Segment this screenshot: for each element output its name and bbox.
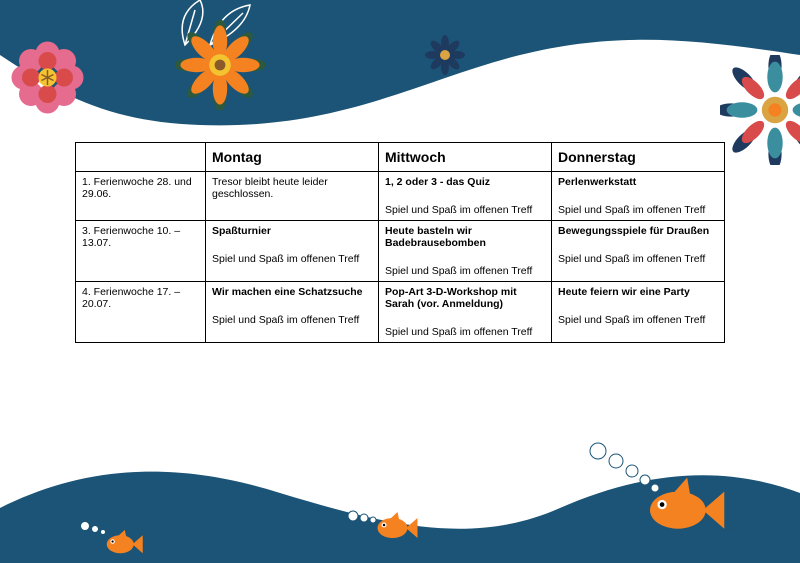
table-body: 1. Ferienwoche 28. und 29.06.Tresor blei… xyxy=(76,172,725,343)
top-wave xyxy=(0,0,800,150)
bubbles-mid-icon xyxy=(335,508,380,528)
row-label: 3. Ferienwoche 10. – 13.07. xyxy=(76,221,206,282)
bubbles-big-icon xyxy=(580,438,670,498)
cell-main: Heute feiern wir eine Party xyxy=(558,286,718,298)
cell-sub: Spiel und Spaß im offenen Treff xyxy=(558,204,718,216)
flower-orange-icon xyxy=(175,20,265,110)
cell-mon: Tresor bleibt heute leider geschlossen. xyxy=(206,172,379,221)
table-row: 4. Ferienwoche 17. – 20.07.Wir machen ei… xyxy=(76,282,725,343)
cell-sub: Spiel und Spaß im offenen Treff xyxy=(385,265,545,277)
header-montag: Montag xyxy=(206,143,379,172)
cell-don: Bewegungsspiele für Draußen Spiel und Spa… xyxy=(552,221,725,282)
cell-sub: Spiel und Spaß im offenen Treff xyxy=(558,253,718,265)
flower-pink-icon xyxy=(10,40,85,115)
flower-big-right-icon xyxy=(720,55,800,165)
cell-mit: 1, 2 oder 3 - das Quiz Spiel und Spaß im … xyxy=(379,172,552,221)
cell-sub: Spiel und Spaß im offenen Treff xyxy=(212,253,372,265)
cell-main: Perlenwerkstatt xyxy=(558,176,718,188)
cell-don: Perlenwerkstatt Spiel und Spaß im offenen… xyxy=(552,172,725,221)
header-donnerstag: Donnerstag xyxy=(552,143,725,172)
flower-small-dark-icon xyxy=(425,35,465,75)
cell-main: Tresor bleibt heute leider geschlossen. xyxy=(212,176,372,200)
row-label: 4. Ferienwoche 17. – 20.07. xyxy=(76,282,206,343)
cell-main: Heute basteln wir Badebrausebomben xyxy=(385,225,545,249)
row-label: 1. Ferienwoche 28. und 29.06. xyxy=(76,172,206,221)
table-row: 1. Ferienwoche 28. und 29.06.Tresor blei… xyxy=(76,172,725,221)
cell-sub: Spiel und Spaß im offenen Treff xyxy=(558,314,718,326)
table-header-row: Montag Mittwoch Donnerstag xyxy=(76,143,725,172)
table-row: 3. Ferienwoche 10. – 13.07.SpaßturnierSp… xyxy=(76,221,725,282)
cell-main: Pop-Art 3-D-Workshop mit Sarah (vor. Anm… xyxy=(385,286,545,310)
cell-main: 1, 2 oder 3 - das Quiz xyxy=(385,176,545,188)
cell-mit: Heute basteln wir Badebrausebomben Spiel … xyxy=(379,221,552,282)
schedule-table-wrap: Montag Mittwoch Donnerstag 1. Ferienwoch… xyxy=(75,142,725,343)
cell-sub: Spiel und Spaß im offenen Treff xyxy=(385,204,545,216)
schedule-table: Montag Mittwoch Donnerstag 1. Ferienwoch… xyxy=(75,142,725,343)
header-empty xyxy=(76,143,206,172)
bubbles-left-icon xyxy=(75,520,110,538)
cell-sub: Spiel und Spaß im offenen Treff xyxy=(385,326,545,338)
cell-main: Spaßturnier xyxy=(212,225,372,237)
cell-main: Bewegungsspiele für Draußen xyxy=(558,225,718,237)
cell-main: Wir machen eine Schatzsuche xyxy=(212,286,372,298)
cell-mit: Pop-Art 3-D-Workshop mit Sarah (vor. Anm… xyxy=(379,282,552,343)
header-mittwoch: Mittwoch xyxy=(379,143,552,172)
cell-don: Heute feiern wir eine Party Spiel und Spa… xyxy=(552,282,725,343)
cell-sub: Spiel und Spaß im offenen Treff xyxy=(212,314,372,326)
cell-mon: Wir machen eine Schatzsuche Spiel und Spa… xyxy=(206,282,379,343)
cell-mon: Spaßturnier Spiel und Spaß im offenen Tre… xyxy=(206,221,379,282)
